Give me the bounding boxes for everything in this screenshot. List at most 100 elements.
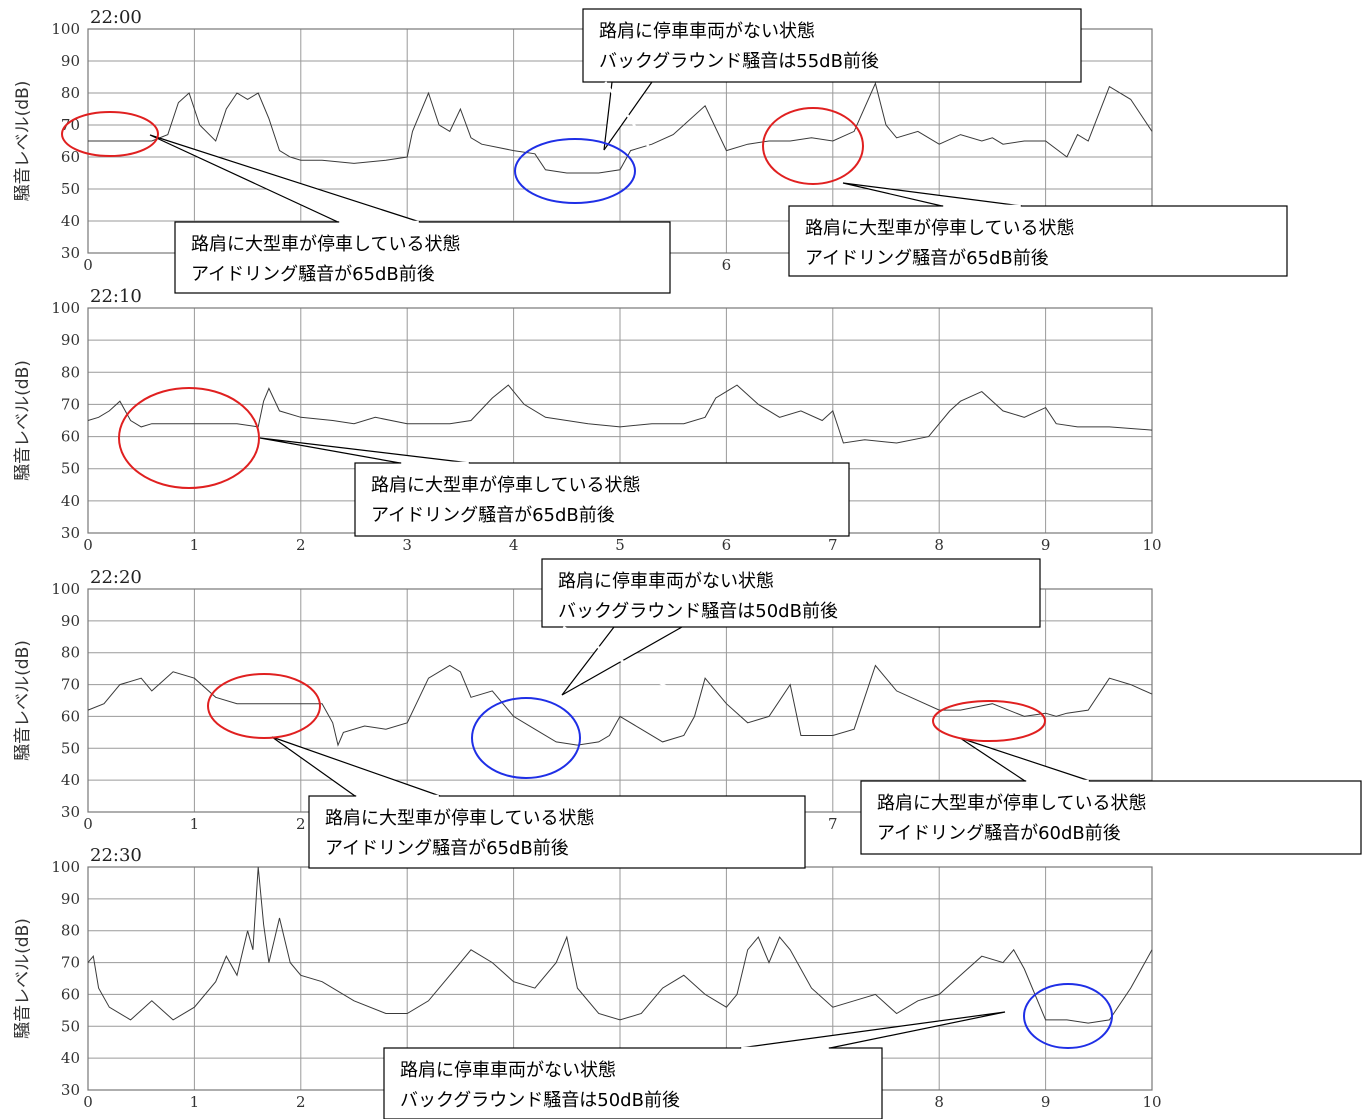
x-tick-label: 4 [509, 536, 519, 554]
x-tick-label: 9 [1041, 536, 1051, 554]
y-tick-label: 70 [61, 395, 80, 413]
y-tick-label: 30 [61, 803, 80, 821]
y-axis-label: 騒音レベル(dB) [13, 360, 33, 481]
callout-text-line: バックグラウンド騒音は50dB前後 [558, 601, 838, 622]
y-tick-label: 60 [61, 148, 80, 166]
y-tick-label: 70 [61, 676, 80, 694]
y-tick-label: 90 [61, 612, 80, 630]
callout-box [383, 1047, 883, 1119]
background-marker-ellipse [514, 138, 636, 204]
x-tick-label: 2 [296, 1093, 306, 1111]
callout-text-line: バックグラウンド騒音は55dB前後 [599, 51, 879, 72]
noise-level-trace [88, 81, 1153, 174]
callout-text-line: バックグラウンド騒音は50dB前後 [400, 1090, 680, 1111]
noise-level-trace [87, 384, 1153, 444]
x-tick-label: 2 [296, 536, 306, 554]
callout-text-line: 路肩に大型車が停車している状態 [877, 793, 1146, 814]
y-tick-label: 90 [61, 52, 80, 70]
x-tick-label: 1 [190, 536, 200, 554]
callout-box [541, 558, 1041, 628]
y-axis-label: 騒音レベル(dB) [13, 640, 33, 761]
y-tick-label: 90 [61, 890, 80, 908]
background-marker-ellipse [1023, 983, 1113, 1049]
callout-text-line: アイドリング騒音が65dB前後 [371, 505, 615, 526]
callout-text-line: アイドリング騒音が60dB前後 [877, 823, 1121, 844]
background-marker-ellipse [471, 697, 581, 779]
callout-text-line: 路肩に大型車が停車している状態 [325, 808, 594, 829]
x-tick-label: 9 [1041, 1093, 1051, 1111]
y-tick-label: 70 [61, 954, 80, 972]
y-tick-label: 60 [61, 428, 80, 446]
x-tick-label: 6 [722, 536, 732, 554]
y-axis-label: 騒音レベル(dB) [13, 918, 33, 1039]
x-tick-label: 8 [934, 1093, 944, 1111]
y-tick-label: 80 [61, 84, 80, 102]
chart-time-title: 22:20 [90, 567, 142, 588]
callout-box [788, 205, 1288, 277]
y-tick-label: 100 [51, 299, 80, 317]
callout-text-line: 路肩に大型車が停車している状態 [191, 234, 460, 255]
callout-text-line: アイドリング騒音が65dB前後 [805, 248, 1049, 269]
idling-marker-ellipse [118, 387, 260, 489]
y-tick-label: 50 [61, 460, 80, 478]
y-tick-label: 70 [61, 116, 80, 134]
x-tick-label: 3 [402, 536, 412, 554]
x-tick-label: 6 [722, 256, 732, 274]
y-tick-label: 50 [61, 1017, 80, 1035]
y-tick-label: 40 [61, 492, 80, 510]
y-tick-label: 100 [51, 858, 80, 876]
callout-text-line: アイドリング騒音が65dB前後 [191, 264, 435, 285]
x-tick-label: 5 [615, 536, 625, 554]
y-tick-label: 80 [61, 644, 80, 662]
x-tick-label: 8 [934, 536, 944, 554]
callout-text-line: 路肩に停車車両がない状態 [558, 571, 774, 592]
callout-box [860, 780, 1362, 855]
idling-marker-ellipse [207, 673, 321, 739]
x-tick-label: 7 [828, 536, 838, 554]
chart-panel-4: 30 40 50 60 70 80 90 100 0 1 2 8 9 10 騒音レベル(dB) 22:30 [13, 845, 1162, 1111]
y-tick-label: 60 [61, 985, 80, 1003]
x-tick-label: 10 [1142, 536, 1161, 554]
x-tick-label: 7 [828, 815, 838, 833]
callout-leader [842, 182, 1023, 207]
callout-box [308, 795, 806, 869]
callout-box [354, 462, 850, 537]
y-tick-label: 60 [61, 707, 80, 725]
chart-time-title: 22:10 [90, 286, 142, 307]
x-tick-label: 1 [190, 815, 200, 833]
callout-join [604, 81, 652, 151]
y-tick-label: 40 [61, 212, 80, 230]
callout-text-line: アイドリング騒音が65dB前後 [325, 838, 569, 859]
callout-box [174, 221, 671, 294]
x-tick-label: 0 [83, 256, 93, 274]
callout-leader [271, 736, 441, 797]
y-tick-label: 80 [61, 922, 80, 940]
x-tick-label: 0 [83, 815, 93, 833]
y-tick-label: 40 [61, 1049, 80, 1067]
chart-time-title: 22:00 [90, 7, 142, 28]
y-tick-label: 30 [61, 524, 80, 542]
x-tick-label: 10 [1142, 1093, 1161, 1111]
y-tick-label: 90 [61, 331, 80, 349]
callout-text-line: 路肩に停車車両がない状態 [599, 21, 815, 42]
x-tick-label: 1 [190, 1093, 200, 1111]
callout-leader [959, 737, 1091, 782]
idling-marker-ellipse [932, 700, 1046, 742]
y-tick-label: 30 [61, 1081, 80, 1099]
y-tick-label: 100 [51, 580, 80, 598]
idling-marker-ellipse [762, 107, 864, 185]
y-tick-label: 50 [61, 180, 80, 198]
x-tick-label: 0 [83, 536, 93, 554]
y-tick-label: 30 [61, 244, 80, 262]
noise-level-trace [87, 866, 1153, 1024]
callout-text-line: 路肩に大型車が停車している状態 [371, 475, 640, 496]
y-tick-label: 100 [51, 20, 80, 38]
chart-panel-2: 30 40 50 60 70 80 90 100 0 1 2 3 4 5 6 7 8 9 10 騒音レベル(dB) 22… [13, 286, 1162, 554]
